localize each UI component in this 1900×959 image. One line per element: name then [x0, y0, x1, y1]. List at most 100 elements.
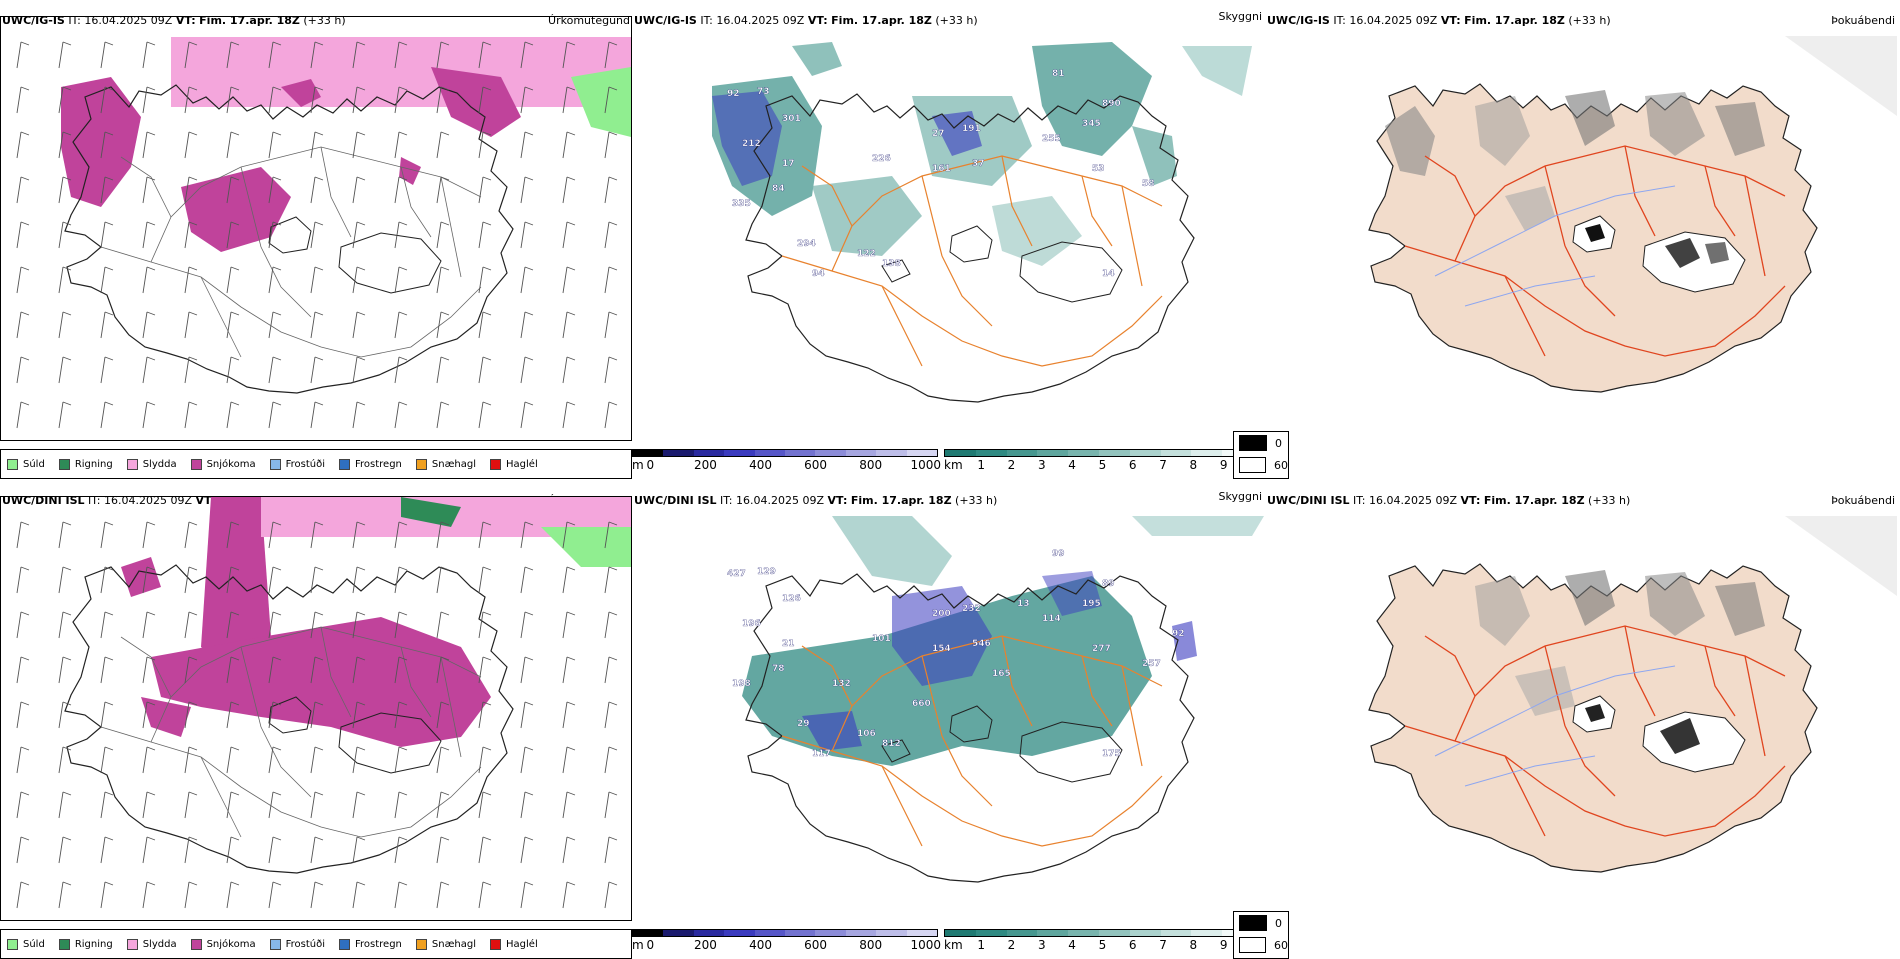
legend-item: Frostúði [269, 938, 325, 950]
colorbar-tick: 1 [977, 938, 986, 952]
wind-barb [310, 611, 324, 639]
colorbar-swatch [945, 930, 976, 936]
colorbar-tick: 4 [1068, 458, 1076, 472]
wind-barb [226, 746, 240, 774]
ceiling-label: 301 [782, 114, 801, 124]
colorbar-tick: 1000 [910, 938, 942, 952]
colorbar-swatch [975, 450, 1007, 456]
wind-barb [226, 266, 240, 294]
wind-barb [394, 791, 408, 819]
wind-barb [142, 311, 156, 339]
colorbar-tick: 8 [1189, 458, 1198, 472]
ceiling-label: 890 [1102, 99, 1121, 109]
wind-barb [520, 701, 534, 729]
wind-barb [352, 611, 366, 639]
wind-barb [58, 41, 72, 69]
fog-legend-row: 60 [1234, 454, 1288, 476]
precip-legend: Súld Rigning Slydda Snjókoma Frostúði Frostre… [0, 449, 632, 479]
ceiling-label: 255 [1042, 134, 1061, 144]
wind-barb [436, 521, 450, 549]
wind-barb [184, 221, 198, 249]
wind-barb [352, 86, 366, 114]
wind-barb [100, 356, 114, 384]
wind-barb [184, 521, 198, 549]
wind-barb [184, 566, 198, 594]
wind-barb [100, 836, 114, 864]
panel-header: UWC/IG-IS IT: 16.04.2025 09Z VT: Fim. 17… [1267, 14, 1611, 27]
ceiling-label: 427 [727, 569, 746, 579]
wind-barb [310, 131, 324, 159]
wind-barb [58, 836, 72, 864]
wind-barb [436, 131, 450, 159]
wind-barb [100, 566, 114, 594]
wind-barb [142, 356, 156, 384]
wind-barb [268, 611, 282, 639]
colorbar-swatch [1068, 450, 1099, 456]
wind-barb [352, 266, 366, 294]
wind-barb [604, 41, 618, 69]
ceiling-label: 106 [857, 729, 876, 739]
wind-barb [478, 701, 492, 729]
wind-barb [520, 86, 534, 114]
wind-barb [58, 746, 72, 774]
wind-barb [352, 791, 366, 819]
ceiling-label: 53 [1092, 164, 1105, 174]
fog-legend-swatch [1239, 915, 1267, 931]
wind-barb [562, 701, 576, 729]
colorbar-swatch [845, 930, 877, 936]
wind-barb [58, 656, 72, 684]
wind-barb [16, 131, 30, 159]
ceiling-label: 122 [857, 249, 876, 259]
wind-barb [310, 836, 324, 864]
wind-barb [562, 611, 576, 639]
wind-barb [310, 356, 324, 384]
wind-barb [184, 746, 198, 774]
fog-legend-label: 60 [1274, 458, 1288, 472]
wind-barb [604, 791, 618, 819]
wind-barb [520, 521, 534, 549]
legend-swatch [339, 938, 350, 950]
ceiling-label: 165 [992, 669, 1011, 679]
wind-barb [520, 266, 534, 294]
wind-barb [310, 41, 324, 69]
wind-barb [16, 521, 30, 549]
ceiling-label: 89 [1102, 579, 1115, 589]
colorbar-unit: km [944, 458, 963, 472]
wind-barb [520, 41, 534, 69]
visibility-colorbar: km12345678910 [944, 929, 1262, 959]
wind-barb [268, 221, 282, 249]
wind-barb [562, 401, 576, 429]
fog-panel-bottom: UWC/DINI ISL IT: 16.04.2025 09Z VT: Fim.… [1233, 494, 1897, 959]
colorbar-swatch [1191, 450, 1223, 456]
wind-barb [226, 131, 240, 159]
colorbar-tick: 8 [1189, 938, 1198, 952]
ceiling-label: 21 [782, 639, 795, 649]
fog-legend: 0 60 [1233, 431, 1289, 479]
ceiling-label: 196 [742, 619, 761, 629]
wind-barb [394, 656, 408, 684]
wind-barb [100, 746, 114, 774]
wind-barb [478, 41, 492, 69]
legend-label: Haglél [506, 938, 538, 950]
wind-barb [436, 656, 450, 684]
wind-barb [310, 521, 324, 549]
wind-barb [436, 86, 450, 114]
wind-barb [394, 176, 408, 204]
colorbar-tick: 200 [693, 458, 717, 472]
legend-item: Snjókoma [190, 458, 256, 470]
colorbar-tick: 800 [859, 938, 883, 952]
wind-barb [268, 401, 282, 429]
panel-title: Úrkomutegund [548, 14, 630, 27]
wind-barb [100, 311, 114, 339]
legend-swatch [190, 458, 202, 470]
colorbar-swatch [815, 930, 846, 936]
wind-barb [352, 656, 366, 684]
wind-barb [520, 611, 534, 639]
ceiling-label: 129 [757, 567, 776, 577]
wind-barb [436, 266, 450, 294]
wind-barb [268, 266, 282, 294]
wind-barb [478, 881, 492, 909]
colorbar-swatch [785, 930, 816, 936]
legend-swatch [490, 938, 502, 950]
wind-barb [352, 311, 366, 339]
